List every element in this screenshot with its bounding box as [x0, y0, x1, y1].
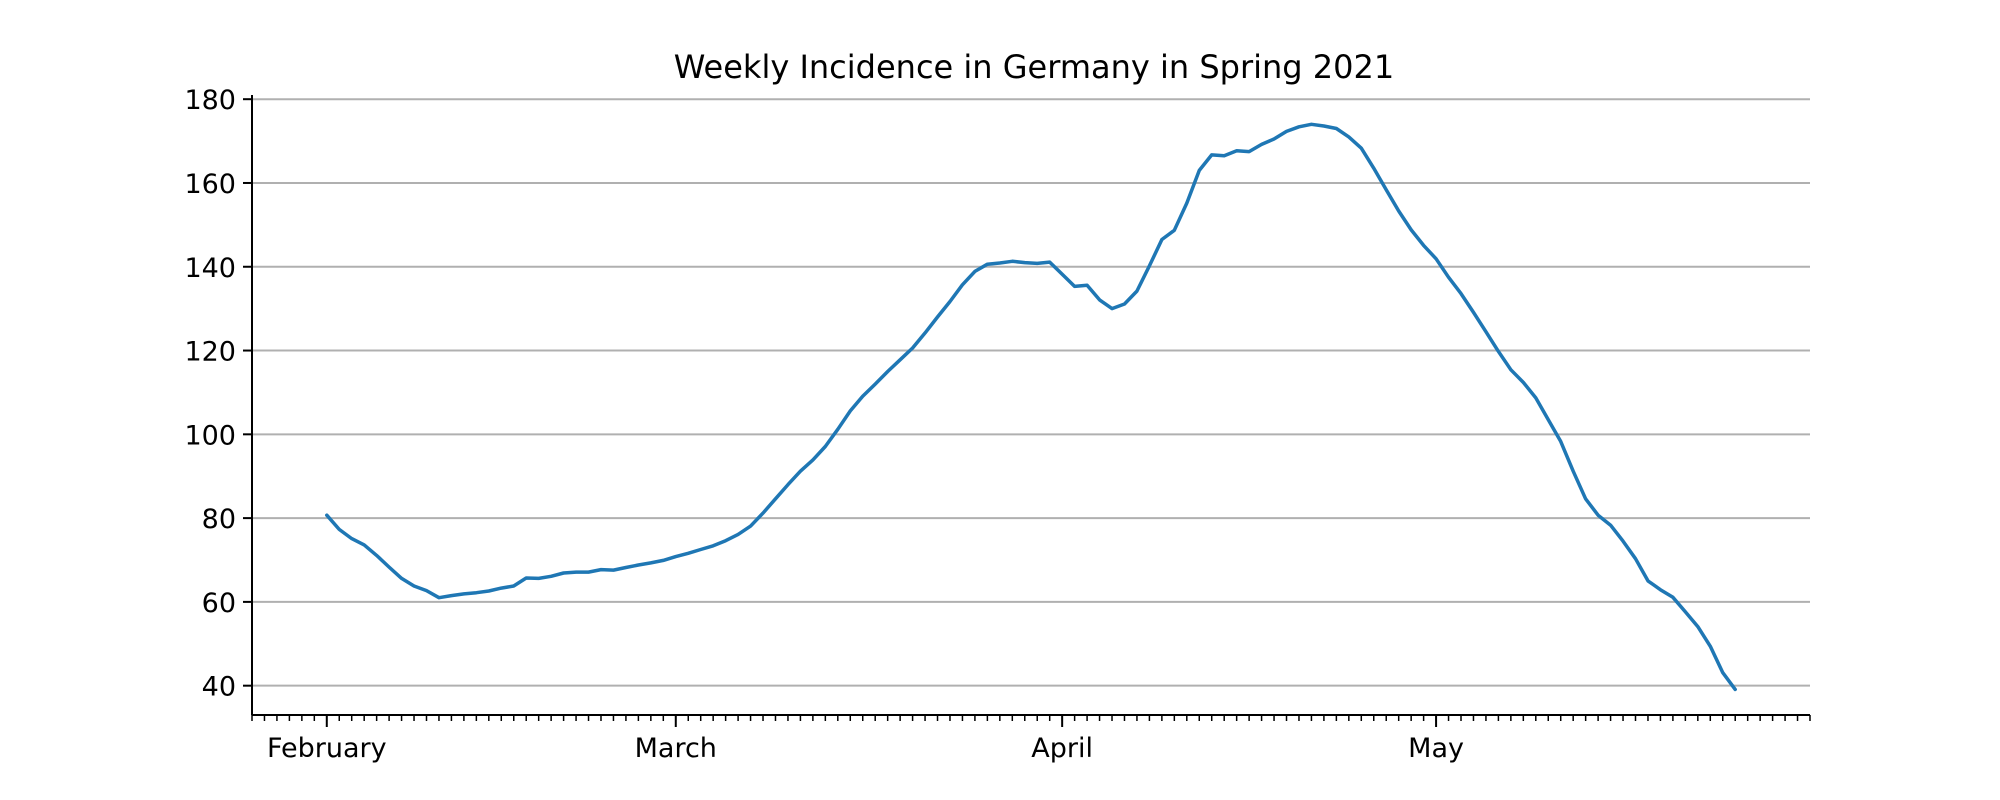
y-axis-ticks: 40 60 80 100 120 140 160 180	[184, 85, 252, 703]
y-tick-label: 160	[184, 169, 236, 200]
x-tick-label: May	[1408, 733, 1464, 764]
series-layer	[325, 122, 1737, 692]
series-line	[325, 122, 1737, 692]
x-tick-label: February	[267, 733, 387, 764]
y-tick-label: 120	[184, 337, 236, 368]
x-axis-ticks: February March April May	[251, 715, 1811, 764]
x-tick-label: March	[635, 733, 717, 764]
y-tick-label: 100	[184, 420, 236, 451]
y-tick-label: 140	[184, 253, 236, 284]
x-tick-label: April	[1031, 733, 1093, 764]
axes	[251, 95, 1810, 716]
y-tick-label: 40	[202, 672, 236, 703]
y-tick-label: 80	[202, 504, 236, 535]
y-tick-label: 180	[184, 85, 236, 116]
gridlines	[252, 98, 1810, 687]
y-tick-label: 60	[202, 588, 236, 619]
chart-title: Weekly Incidence in Germany in Spring 20…	[674, 48, 1394, 86]
